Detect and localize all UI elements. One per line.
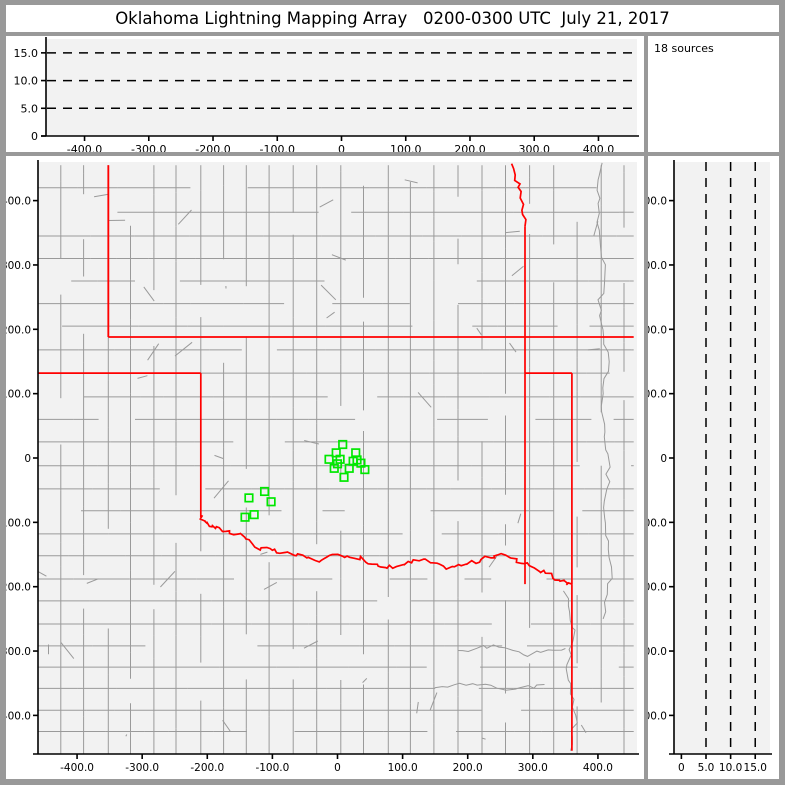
svg-text:-100.0: -100.0 bbox=[260, 143, 295, 152]
altitude-panel[interactable]: -400.0 -300.0 -200.0 -100.0 0 100.0 200.0 300.0… bbox=[648, 156, 779, 779]
lightning-source-marker[interactable] bbox=[339, 472, 349, 482]
svg-text:5.0: 5.0 bbox=[21, 102, 39, 115]
svg-text:-400.0: -400.0 bbox=[60, 762, 94, 774]
state-boundaries bbox=[38, 163, 634, 751]
time-height-panel[interactable]: 0 5.0 10.0 15.0 -400.0 -300.0 -200.0 -100.0 0 100… bbox=[6, 36, 644, 152]
svg-text:400.0: 400.0 bbox=[648, 196, 667, 208]
svg-text:400.0: 400.0 bbox=[583, 143, 615, 152]
svg-text:-400.0: -400.0 bbox=[648, 710, 667, 722]
map-axes: -400.0 -300.0 -200.0 -100.0 0 100.0 200.0 300.0… bbox=[6, 160, 639, 774]
svg-text:-200.0: -200.0 bbox=[190, 762, 224, 774]
svg-text:0: 0 bbox=[334, 762, 341, 774]
svg-text:400.0: 400.0 bbox=[6, 196, 31, 208]
svg-text:100.0: 100.0 bbox=[388, 762, 418, 774]
svg-text:100.0: 100.0 bbox=[6, 389, 31, 401]
altitude-axes: -400.0 -300.0 -200.0 -100.0 0 100.0 200.0 300.0… bbox=[648, 160, 772, 774]
svg-text:-200.0: -200.0 bbox=[195, 143, 230, 152]
lightning-source-marker[interactable] bbox=[352, 455, 362, 465]
svg-text:10.0: 10.0 bbox=[14, 75, 39, 88]
svg-text:100.0: 100.0 bbox=[390, 143, 422, 152]
svg-text:300.0: 300.0 bbox=[518, 143, 550, 152]
source-count-label: 18 sources bbox=[654, 42, 714, 55]
svg-text:-300.0: -300.0 bbox=[6, 646, 31, 658]
svg-text:-300.0: -300.0 bbox=[131, 143, 166, 152]
svg-text:-400.0: -400.0 bbox=[67, 143, 102, 152]
svg-text:15.0: 15.0 bbox=[744, 762, 767, 774]
svg-text:-200.0: -200.0 bbox=[648, 582, 667, 594]
svg-text:10.0: 10.0 bbox=[719, 762, 742, 774]
svg-text:-300.0: -300.0 bbox=[125, 762, 159, 774]
svg-text:15.0: 15.0 bbox=[14, 47, 39, 60]
svg-text:200.0: 200.0 bbox=[6, 324, 31, 336]
svg-text:200.0: 200.0 bbox=[453, 762, 483, 774]
svg-text:200.0: 200.0 bbox=[648, 324, 667, 336]
lightning-source-marker[interactable] bbox=[360, 464, 370, 475]
lightning-source-marker[interactable] bbox=[338, 439, 348, 450]
svg-text:0: 0 bbox=[24, 453, 31, 465]
svg-text:0: 0 bbox=[31, 130, 38, 143]
county-boundaries bbox=[38, 162, 634, 754]
map-plot-area[interactable] bbox=[38, 162, 637, 754]
plan-view-map-panel[interactable]: -400.0 -300.0 -200.0 -100.0 0 100.0 200.0 300.0… bbox=[6, 156, 644, 779]
svg-text:300.0: 300.0 bbox=[6, 260, 31, 272]
svg-text:300.0: 300.0 bbox=[518, 762, 548, 774]
page-title: Oklahoma Lightning Mapping Array 0200-03… bbox=[115, 9, 670, 28]
time-height-axes: 0 5.0 10.0 15.0 -400.0 -300.0 -200.0 -100.0 0 100… bbox=[14, 37, 639, 152]
svg-text:0: 0 bbox=[338, 143, 345, 152]
svg-text:200.0: 200.0 bbox=[454, 143, 486, 152]
svg-text:-400.0: -400.0 bbox=[6, 710, 31, 722]
lightning-source-marker[interactable] bbox=[259, 486, 270, 497]
svg-text:100.0: 100.0 bbox=[648, 389, 667, 401]
svg-text:-100.0: -100.0 bbox=[648, 517, 667, 529]
time-height-plot-area[interactable] bbox=[46, 39, 637, 136]
lightning-source-marker[interactable] bbox=[266, 497, 276, 507]
svg-text:-100.0: -100.0 bbox=[6, 517, 31, 529]
lightning-source-marker[interactable] bbox=[332, 459, 343, 469]
lightning-source-marker[interactable] bbox=[344, 463, 354, 473]
lightning-source-markers[interactable] bbox=[240, 439, 370, 522]
svg-text:0: 0 bbox=[660, 453, 667, 465]
altitude-plot-area[interactable] bbox=[674, 162, 770, 754]
svg-text:-200.0: -200.0 bbox=[6, 582, 31, 594]
source-count-panel: 18 sources bbox=[648, 36, 779, 152]
svg-text:300.0: 300.0 bbox=[648, 260, 667, 272]
svg-text:-100.0: -100.0 bbox=[255, 762, 289, 774]
lightning-source-marker[interactable] bbox=[240, 512, 250, 522]
svg-text:0: 0 bbox=[678, 762, 685, 774]
title-bar: Oklahoma Lightning Mapping Array 0200-03… bbox=[6, 5, 779, 32]
svg-text:5.0: 5.0 bbox=[698, 762, 715, 774]
lightning-source-marker[interactable] bbox=[324, 454, 334, 464]
lightning-source-marker[interactable] bbox=[244, 493, 254, 503]
lightning-source-marker[interactable] bbox=[249, 510, 259, 520]
svg-text:-300.0: -300.0 bbox=[648, 646, 667, 658]
svg-text:400.0: 400.0 bbox=[583, 762, 613, 774]
map-canvas bbox=[38, 162, 634, 754]
